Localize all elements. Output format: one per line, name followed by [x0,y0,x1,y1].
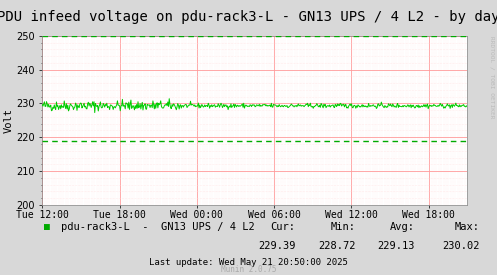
Text: pdu-rack3-L  -  GN13 UPS / 4 L2: pdu-rack3-L - GN13 UPS / 4 L2 [61,222,255,232]
Text: Max:: Max: [455,222,480,232]
Text: Munin 2.0.75: Munin 2.0.75 [221,265,276,274]
Text: 228.72: 228.72 [318,241,355,251]
Text: 230.02: 230.02 [442,241,480,251]
Text: Min:: Min: [331,222,355,232]
Text: 229.39: 229.39 [258,241,296,251]
Text: PDU infeed voltage on pdu-rack3-L - GN13 UPS / 4 L2 - by day: PDU infeed voltage on pdu-rack3-L - GN13… [0,10,497,24]
Text: RRDTOOL / TOBI OETIKER: RRDTOOL / TOBI OETIKER [490,36,495,118]
Text: ■: ■ [44,222,50,232]
Text: Last update: Wed May 21 20:50:00 2025: Last update: Wed May 21 20:50:00 2025 [149,258,348,267]
Text: Avg:: Avg: [390,222,415,232]
Y-axis label: Volt: Volt [3,108,13,133]
Text: Cur:: Cur: [271,222,296,232]
Text: 229.13: 229.13 [378,241,415,251]
